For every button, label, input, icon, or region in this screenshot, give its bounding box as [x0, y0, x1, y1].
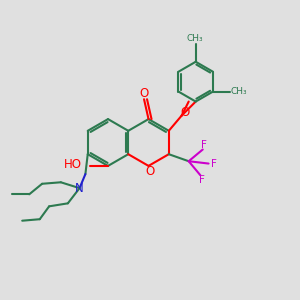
- Text: O: O: [146, 165, 155, 178]
- Text: O: O: [180, 106, 189, 119]
- Text: CH₃: CH₃: [187, 34, 203, 43]
- Text: F: F: [201, 140, 207, 150]
- Text: F: F: [211, 159, 217, 169]
- Text: N: N: [75, 182, 84, 195]
- Text: F: F: [199, 175, 205, 185]
- Text: CH₃: CH₃: [230, 87, 247, 96]
- Text: O: O: [140, 87, 149, 100]
- Text: HO: HO: [64, 158, 82, 171]
